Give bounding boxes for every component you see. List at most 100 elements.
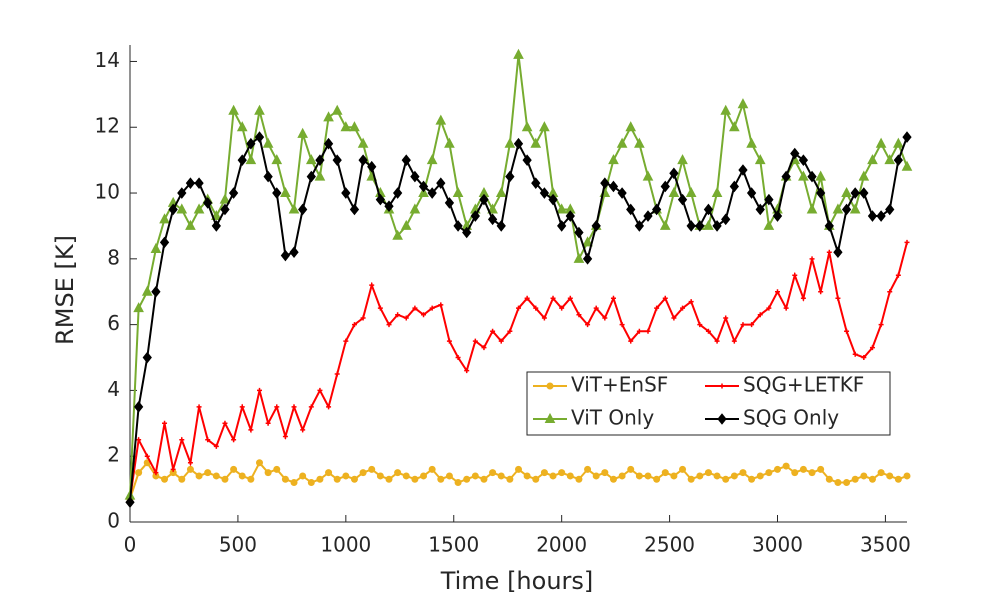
marker — [349, 121, 360, 132]
marker — [677, 193, 688, 206]
marker — [479, 193, 489, 206]
marker — [498, 338, 504, 344]
marker — [444, 197, 455, 209]
marker — [679, 465, 687, 473]
marker — [169, 469, 177, 477]
marker — [875, 137, 887, 148]
marker — [783, 305, 789, 311]
y-tick-label: 10 — [95, 180, 120, 204]
marker — [281, 475, 289, 483]
marker — [246, 137, 256, 150]
marker — [187, 460, 193, 466]
y-tick-label: 2 — [107, 443, 120, 467]
marker — [714, 338, 720, 344]
marker — [204, 469, 212, 477]
marker — [205, 437, 211, 443]
marker — [705, 328, 711, 334]
marker — [507, 328, 513, 334]
marker — [455, 355, 461, 361]
marker — [402, 472, 410, 480]
marker — [818, 289, 824, 295]
marker — [358, 154, 368, 166]
marker — [808, 469, 816, 477]
marker — [220, 203, 230, 216]
marker — [254, 131, 265, 143]
marker — [688, 299, 694, 305]
marker — [273, 465, 281, 473]
marker — [868, 475, 876, 483]
series-line — [129, 135, 908, 503]
marker — [625, 121, 637, 132]
marker — [548, 193, 558, 206]
marker — [280, 186, 291, 198]
marker — [746, 137, 757, 148]
marker — [893, 154, 904, 166]
marker — [136, 437, 142, 443]
marker — [151, 285, 161, 298]
marker — [844, 328, 850, 334]
legend-label: ViT Only — [571, 406, 654, 430]
marker — [291, 404, 297, 410]
marker — [288, 203, 300, 214]
marker — [400, 219, 412, 230]
legend-label: ViT+EnSF — [571, 373, 668, 397]
marker — [835, 295, 841, 301]
marker — [228, 104, 239, 115]
marker — [901, 160, 913, 171]
marker — [566, 472, 574, 480]
marker — [421, 312, 427, 318]
marker — [565, 210, 575, 222]
marker — [203, 197, 213, 209]
marker — [601, 469, 609, 477]
marker — [264, 469, 272, 477]
marker — [257, 387, 262, 393]
marker — [885, 203, 895, 216]
marker — [791, 469, 799, 477]
y-tick-label: 0 — [107, 509, 120, 533]
marker — [376, 472, 384, 480]
marker — [464, 368, 470, 374]
marker — [717, 413, 727, 425]
marker — [832, 203, 844, 214]
marker — [384, 200, 394, 212]
marker — [504, 137, 516, 148]
marker — [617, 187, 627, 199]
marker — [887, 289, 893, 295]
marker — [298, 203, 308, 216]
marker — [228, 187, 239, 199]
marker — [186, 465, 194, 473]
marker — [403, 315, 409, 321]
marker — [618, 472, 626, 480]
marker — [876, 210, 886, 222]
series-line — [129, 242, 908, 500]
marker — [800, 295, 806, 301]
x-tick-label: 1000 — [320, 533, 371, 557]
marker — [262, 137, 274, 148]
marker — [306, 170, 316, 183]
marker — [426, 154, 438, 165]
marker — [609, 475, 617, 483]
marker — [177, 187, 187, 199]
marker — [817, 465, 825, 473]
y-axis-label: RMSE [K] — [51, 235, 79, 345]
marker — [792, 272, 798, 278]
marker — [185, 177, 196, 189]
marker — [634, 220, 645, 232]
marker — [591, 220, 601, 232]
marker — [584, 465, 592, 473]
marker — [401, 154, 411, 166]
marker — [799, 465, 807, 473]
marker — [643, 210, 653, 222]
marker — [539, 187, 550, 199]
marker — [826, 249, 832, 255]
marker — [513, 137, 524, 150]
marker — [254, 104, 265, 115]
marker — [377, 305, 383, 311]
marker — [722, 475, 730, 483]
marker — [317, 387, 323, 393]
marker — [685, 186, 697, 198]
marker — [816, 187, 826, 199]
marker — [806, 203, 818, 214]
marker — [592, 472, 600, 480]
marker — [738, 164, 748, 176]
